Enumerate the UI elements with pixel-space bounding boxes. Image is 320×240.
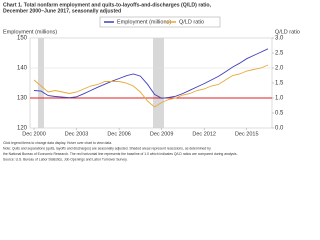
- y2-tick-label: 2.5: [275, 51, 284, 57]
- y2-tick-label: 1.0: [275, 96, 284, 102]
- recession-shade: [153, 38, 164, 128]
- y2-tick-label: 0.5: [275, 111, 284, 117]
- series-line: [33, 64, 269, 108]
- y2-axis-label: Q/LD ratio: [275, 29, 300, 35]
- x-tick-label: Dec 2015: [235, 131, 259, 137]
- y-tick-label: 150: [17, 36, 28, 42]
- y-tick-label: 130: [17, 96, 28, 102]
- y2-tick-label: 3.0: [275, 36, 284, 42]
- y-tick-label: 140: [17, 66, 28, 72]
- x-tick-label: Dec 2012: [192, 131, 216, 137]
- footnote: Note: Quits and separations (quits, layo…: [3, 146, 211, 150]
- x-tick-label: Dec 2003: [65, 131, 89, 137]
- footnote: Source: U.S. Bureau of Labor Statistics,…: [3, 157, 128, 161]
- chart-title: Chart 1. Total nonfarm employment and qu…: [3, 2, 212, 8]
- legend-box: [99, 16, 221, 28]
- y-tick-label: 120: [17, 126, 28, 132]
- x-tick-label: Dec 2009: [150, 131, 174, 137]
- chart: Chart 1. Total nonfarm employment and qu…: [3, 2, 300, 161]
- x-tick-label: Dec 2000: [22, 131, 46, 137]
- legend-label[interactable]: Employment (millions): [117, 19, 171, 25]
- x-tick-label: Dec 2006: [107, 131, 131, 137]
- footnote: Click legend items to change data displa…: [3, 141, 112, 145]
- y2-tick-label: 2.0: [275, 66, 284, 72]
- y2-tick-label: 1.5: [275, 81, 284, 87]
- footnote: the National Bureau of Economic Research…: [3, 152, 237, 156]
- series-line: [33, 48, 269, 99]
- chart-subtitle: December 2000–June 2017, seasonally adju…: [3, 8, 121, 14]
- y-axis-label: Employment (millions): [3, 29, 57, 35]
- plot-frame: [29, 37, 273, 129]
- legend-label[interactable]: Q/LD ratio: [179, 19, 204, 25]
- y2-tick-label: 0.0: [275, 126, 284, 132]
- recession-shade: [38, 38, 44, 128]
